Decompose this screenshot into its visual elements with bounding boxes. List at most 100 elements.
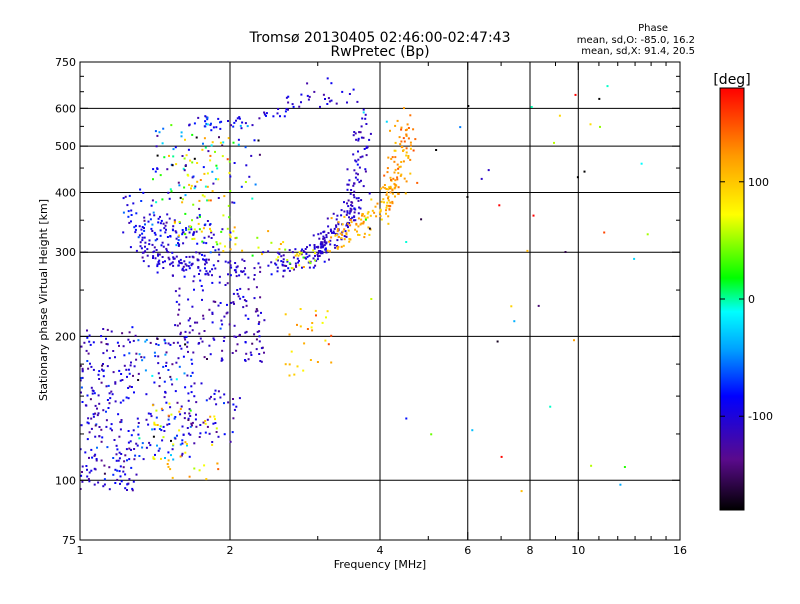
data-point (167, 459, 170, 462)
data-point (203, 137, 206, 140)
data-point (232, 141, 235, 144)
data-point (308, 254, 311, 257)
data-point (187, 148, 190, 151)
data-point (322, 231, 325, 234)
data-point (211, 170, 214, 173)
data-point (302, 266, 305, 268)
data-point (500, 455, 503, 458)
data-point (209, 154, 212, 157)
data-point (229, 264, 232, 267)
data-point (193, 122, 196, 125)
data-point (218, 275, 221, 278)
data-point (103, 472, 106, 475)
data-point (558, 114, 561, 117)
data-point (400, 161, 403, 163)
data-point (326, 77, 329, 80)
data-point (180, 347, 183, 350)
data-point (341, 90, 344, 93)
data-point (209, 251, 212, 254)
data-point (309, 359, 312, 361)
data-point (124, 195, 127, 198)
data-point (193, 231, 195, 234)
data-point (211, 311, 214, 314)
data-point (129, 440, 132, 443)
data-point (94, 453, 97, 456)
data-point (177, 235, 180, 238)
data-point (258, 335, 261, 338)
data-point (173, 222, 176, 225)
data-point (351, 205, 354, 207)
data-point (157, 355, 160, 358)
data-point (88, 471, 91, 474)
data-point (403, 107, 405, 110)
data-point (198, 228, 201, 231)
data-point (407, 156, 410, 159)
data-point (619, 483, 622, 486)
data-point (392, 177, 395, 180)
data-point (231, 352, 234, 354)
data-point (301, 266, 303, 269)
data-point (317, 255, 319, 258)
data-point (172, 341, 175, 344)
y-tick-label: 100 (55, 474, 76, 487)
data-point (191, 238, 194, 240)
data-point (155, 201, 158, 204)
data-point (102, 352, 105, 355)
data-point (171, 274, 174, 277)
data-point (146, 254, 149, 257)
data-point (106, 365, 109, 368)
data-point (189, 159, 192, 162)
data-point (227, 261, 230, 264)
data-point (300, 93, 303, 96)
data-point (156, 424, 159, 426)
data-point (258, 340, 261, 343)
data-point (194, 185, 197, 188)
data-point (138, 225, 141, 228)
data-point (98, 426, 101, 428)
data-point (232, 125, 235, 128)
data-point (163, 338, 166, 341)
data-point (396, 119, 399, 122)
data-point (95, 459, 98, 462)
data-point (480, 177, 483, 180)
data-point (263, 111, 266, 114)
data-point (314, 259, 317, 262)
data-point (253, 139, 256, 142)
data-point (176, 401, 179, 404)
data-point (335, 224, 337, 227)
data-point (244, 273, 247, 276)
data-point (107, 384, 110, 387)
data-point (328, 258, 330, 261)
data-point (127, 215, 130, 218)
data-point (211, 190, 214, 193)
data-point (96, 407, 98, 410)
data-point (120, 480, 123, 483)
data-point (202, 166, 205, 169)
data-point (412, 149, 415, 152)
data-point (373, 211, 376, 214)
data-point (298, 259, 300, 262)
data-point (362, 111, 365, 114)
data-point (138, 437, 141, 440)
data-point (137, 339, 140, 342)
data-point (142, 260, 145, 263)
data-point (332, 230, 335, 233)
data-point (128, 372, 131, 375)
data-point (348, 238, 351, 240)
data-point (80, 377, 83, 380)
data-point (221, 155, 224, 158)
data-point (79, 488, 82, 490)
data-point (153, 421, 156, 424)
data-point (298, 251, 301, 254)
data-point (165, 228, 167, 231)
data-point (304, 248, 307, 250)
data-point (216, 167, 219, 170)
data-point (355, 197, 358, 200)
data-point (574, 93, 577, 96)
data-point (281, 263, 284, 266)
data-point (158, 376, 161, 379)
data-point (190, 184, 193, 187)
data-point (409, 144, 412, 147)
data-point (328, 240, 331, 243)
data-point (105, 410, 107, 413)
